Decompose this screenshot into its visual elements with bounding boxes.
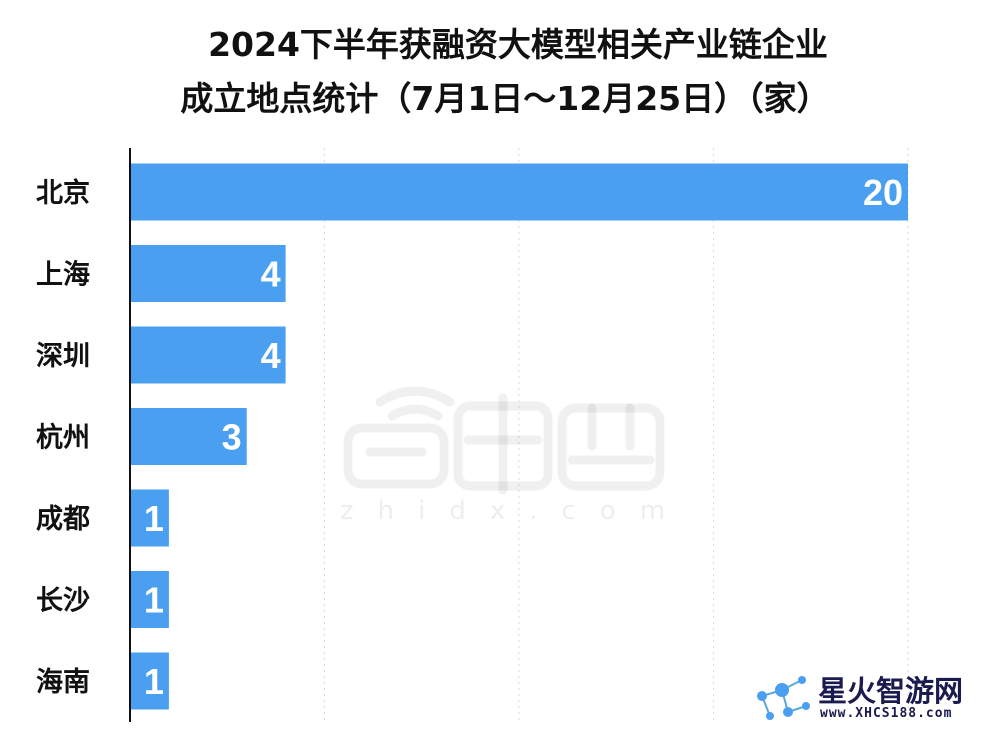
bar-5 bbox=[130, 571, 169, 628]
category-label-2: 深圳 bbox=[36, 341, 90, 372]
chart-subtitle: 成立地点统计（7月1日～12月25日）（家） bbox=[180, 79, 830, 118]
site-badge: 星火智游网 www.XHCS188.com bbox=[748, 666, 1000, 729]
category-label-6: 海南 bbox=[36, 667, 90, 698]
network-logo-icon bbox=[757, 676, 810, 720]
value-label-6: 1 bbox=[144, 661, 164, 702]
category-label-1: 上海 bbox=[36, 260, 90, 291]
value-label-3: 3 bbox=[222, 417, 242, 458]
bar-1 bbox=[130, 245, 286, 302]
bar-0 bbox=[130, 163, 908, 221]
bar-6 bbox=[130, 652, 169, 710]
category-label-4: 成都 bbox=[36, 504, 90, 535]
bar-4 bbox=[130, 489, 169, 547]
category-label-0: 北京 bbox=[36, 177, 90, 209]
value-label-2: 4 bbox=[261, 335, 281, 376]
bar-2 bbox=[130, 326, 286, 384]
value-label-4: 1 bbox=[144, 498, 164, 539]
value-label-0: 20 bbox=[863, 172, 903, 213]
watermark-logo-icon bbox=[343, 386, 665, 495]
zhidx-watermark: zhidx.com bbox=[340, 378, 670, 528]
value-label-5: 1 bbox=[144, 580, 164, 621]
badge-site-name: 星火智游网 bbox=[818, 674, 964, 708]
category-label-3: 杭州 bbox=[36, 422, 90, 454]
bar-3 bbox=[130, 408, 247, 465]
chart-title: 2024下半年获融资大模型相关产业链企业 bbox=[208, 25, 828, 64]
badge-site-url: www.XHCS188.com bbox=[820, 706, 953, 721]
value-label-1: 4 bbox=[261, 254, 281, 295]
category-label-5: 长沙 bbox=[36, 586, 90, 617]
watermark-text: zhidx.com bbox=[340, 496, 690, 526]
